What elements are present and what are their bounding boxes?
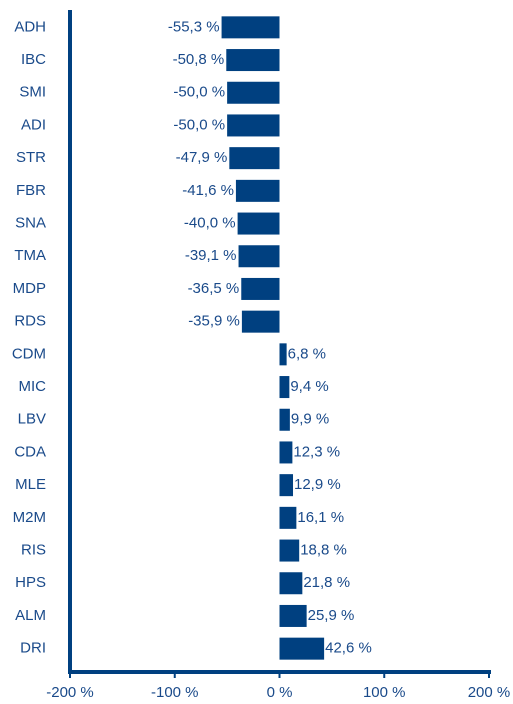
y-tick-label: STR <box>16 149 46 166</box>
value-label: 9,9 % <box>291 411 329 428</box>
y-tick-label: LBV <box>18 411 46 428</box>
y-tick-label: RIS <box>21 542 46 559</box>
bar <box>227 114 280 137</box>
bar <box>279 604 307 627</box>
bar <box>279 572 303 595</box>
value-label: 12,3 % <box>293 443 340 460</box>
bar <box>279 539 300 562</box>
y-tick-label: CDM <box>12 345 46 362</box>
x-tick-label: 0 % <box>267 684 293 701</box>
y-tick-label: HPS <box>15 574 46 591</box>
y-tick-label: MLE <box>15 476 46 493</box>
value-label: 25,9 % <box>308 607 355 624</box>
y-tick-label: SMI <box>19 84 46 101</box>
y-tick-label: RDS <box>14 313 46 330</box>
value-label: 16,1 % <box>297 509 344 526</box>
bar <box>237 212 280 235</box>
y-tick-label: ADI <box>21 116 46 133</box>
value-label: -47,9 % <box>176 149 228 166</box>
value-label: -39,1 % <box>185 247 237 264</box>
bar <box>279 474 294 497</box>
value-label: -50,0 % <box>173 116 225 133</box>
bar <box>241 310 280 333</box>
bar <box>279 408 290 431</box>
value-label: -40,0 % <box>184 215 236 232</box>
bar <box>279 637 325 660</box>
y-tick-label: MIC <box>19 378 47 395</box>
y-tick-label: DRI <box>20 640 46 657</box>
y-tick-label: M2M <box>13 509 46 526</box>
value-label: -55,3 % <box>168 18 220 35</box>
value-label: 12,9 % <box>294 476 341 493</box>
bar <box>235 179 280 202</box>
y-tick-label: FBR <box>16 182 46 199</box>
x-tick-label: 100 % <box>363 684 406 701</box>
x-tick-label: -100 % <box>151 684 199 701</box>
bar <box>241 277 280 300</box>
y-tick-label: ALM <box>15 607 46 624</box>
value-label: 6,8 % <box>288 345 326 362</box>
y-tick-label: TMA <box>14 247 46 264</box>
value-label: -35,9 % <box>188 313 240 330</box>
y-tick-label: ADH <box>14 18 46 35</box>
value-label: -36,5 % <box>188 280 240 297</box>
bar <box>279 506 297 529</box>
bar <box>279 343 287 366</box>
y-tick-label: SNA <box>15 215 46 232</box>
bar <box>227 81 280 104</box>
bar <box>221 16 280 39</box>
bar <box>229 147 280 170</box>
value-label: 9,4 % <box>290 378 328 395</box>
y-tick-label: CDA <box>14 443 46 460</box>
y-tick-label: IBC <box>21 51 46 68</box>
x-tick-label: 200 % <box>468 684 511 701</box>
bar <box>279 376 290 399</box>
value-label: -41,6 % <box>182 182 234 199</box>
value-label: -50,8 % <box>173 51 225 68</box>
value-label: 42,6 % <box>325 640 372 657</box>
bar <box>226 49 280 72</box>
x-tick-label: -200 % <box>46 684 94 701</box>
value-label: -50,0 % <box>173 84 225 101</box>
value-label: 18,8 % <box>300 542 347 559</box>
y-tick-label: MDP <box>13 280 46 297</box>
bar <box>279 441 293 464</box>
bar <box>238 245 280 268</box>
value-label: 21,8 % <box>303 574 350 591</box>
